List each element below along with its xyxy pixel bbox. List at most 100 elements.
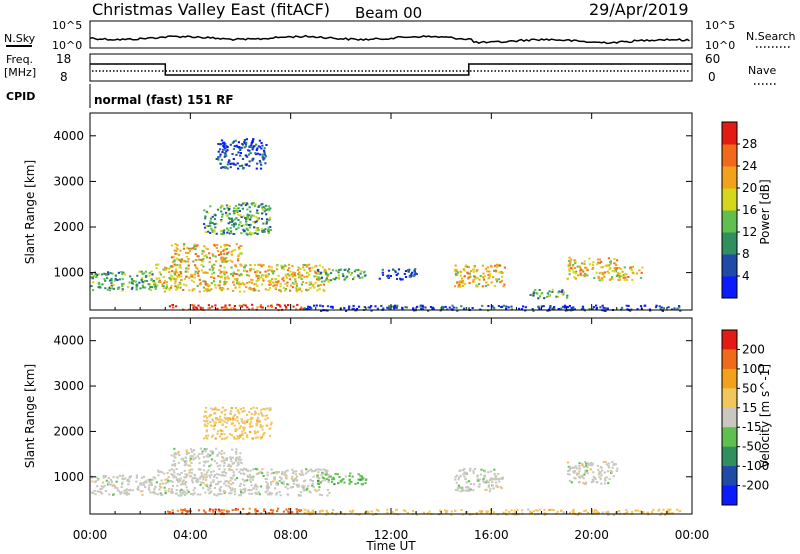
- echo-cell: [297, 273, 300, 276]
- echo-cell: [615, 267, 618, 270]
- echo-cell: [233, 207, 236, 210]
- echo-cell: [193, 492, 196, 495]
- echo-cell: [349, 481, 352, 483]
- echo-cell: [165, 281, 168, 284]
- echo-cell: [209, 421, 212, 424]
- echo-cell: [186, 260, 189, 263]
- echo-cell: [369, 306, 372, 309]
- echo-cell: [239, 149, 242, 151]
- echo-cell: [226, 251, 229, 254]
- echo-cell: [583, 473, 586, 476]
- echo-cell: [197, 468, 200, 471]
- echo-cell: [257, 274, 260, 277]
- echo-cell: [585, 267, 588, 270]
- echo-cell: [231, 456, 234, 459]
- echo-cell: [530, 511, 533, 514]
- echo-cell: [333, 478, 336, 481]
- echo-cell: [194, 253, 197, 255]
- echo-cell: [150, 270, 153, 273]
- echo-cell: [667, 306, 670, 309]
- echo-cell: [131, 280, 134, 282]
- echo-cell: [475, 285, 478, 288]
- echo-cell: [242, 437, 245, 440]
- echo-cell: [219, 486, 222, 488]
- echo-cell: [420, 307, 423, 310]
- echo-cell: [227, 463, 230, 466]
- echo-cell: [411, 510, 414, 512]
- echo-cell: [326, 275, 329, 277]
- echo-cell: [204, 283, 207, 286]
- echo-cell: [254, 508, 257, 511]
- echo-cell: [172, 460, 175, 463]
- echo-cell: [586, 274, 589, 277]
- echo-cell: [270, 472, 273, 475]
- echo-cell: [676, 508, 679, 511]
- echo-cell: [175, 257, 178, 260]
- echo-cell: [230, 483, 233, 486]
- echo-cell: [360, 477, 363, 480]
- echo-cell: [491, 480, 494, 483]
- echo-cell: [253, 485, 256, 488]
- echo-cell: [246, 216, 250, 219]
- echo-cell: [104, 287, 107, 290]
- echo-cell: [315, 265, 318, 267]
- echo-cell: [578, 462, 581, 465]
- echo-cell: [234, 459, 237, 462]
- echo-cell: [483, 481, 486, 484]
- echo-cell: [297, 289, 300, 292]
- echo-cell: [174, 285, 177, 288]
- echo-cell: [226, 480, 230, 483]
- echo-cell: [317, 471, 320, 474]
- echo-cell: [603, 482, 606, 485]
- echo-cell: [566, 296, 569, 299]
- echo-cell: [206, 483, 209, 486]
- echo-cell: [195, 477, 198, 480]
- echo-cell: [209, 221, 212, 224]
- echo-cell: [342, 478, 345, 481]
- echo-cell: [320, 474, 323, 477]
- echo-cell: [475, 512, 478, 514]
- echo-cell: [147, 283, 150, 286]
- echo-cell: [463, 475, 466, 478]
- echo-cell: [249, 481, 253, 483]
- echo-cell: [261, 208, 264, 211]
- echo-cell: [228, 492, 231, 495]
- echo-cell: [114, 279, 117, 282]
- colorbar-segment: [722, 330, 737, 350]
- echo-cell: [659, 514, 662, 516]
- echo-cell: [606, 270, 609, 273]
- echo-cell: [638, 269, 641, 272]
- echo-cell: [322, 477, 326, 480]
- echo-cell: [658, 305, 661, 308]
- echo-cell: [618, 272, 621, 275]
- echo-cell: [172, 260, 175, 263]
- echo-cell: [244, 431, 247, 434]
- echo-cell: [188, 471, 191, 474]
- echo-cell: [249, 288, 252, 291]
- echo-cell: [220, 306, 223, 309]
- echo-cell: [471, 268, 475, 271]
- echo-cell: [173, 249, 176, 252]
- echo-cell: [181, 260, 184, 263]
- echo-cell: [236, 273, 239, 276]
- echo-cell: [200, 269, 203, 272]
- echo-cell: [220, 275, 223, 278]
- echo-cell: [183, 469, 186, 472]
- echo-cell: [274, 487, 277, 490]
- echo-cell: [360, 483, 363, 486]
- echo-cell: [260, 203, 263, 206]
- echo-cell: [601, 277, 604, 280]
- echo-cell: [189, 448, 193, 451]
- echo-cell: [303, 275, 306, 278]
- echo-cell: [229, 412, 232, 415]
- echo-cell: [386, 276, 390, 279]
- echo-cell: [109, 289, 112, 292]
- echo-cell: [311, 285, 314, 288]
- echo-cell: [270, 304, 273, 307]
- echo-cell: [240, 458, 243, 461]
- echo-cell: [277, 280, 280, 283]
- echo-cell: [344, 276, 347, 279]
- echo-cell: [136, 284, 139, 287]
- echo-cell: [495, 485, 498, 488]
- echo-cell: [543, 297, 546, 300]
